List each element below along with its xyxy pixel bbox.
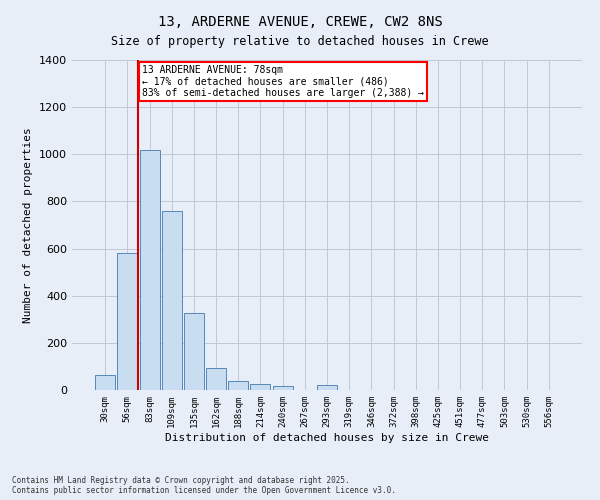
Bar xyxy=(184,314,204,390)
Text: Contains HM Land Registry data © Crown copyright and database right 2025.
Contai: Contains HM Land Registry data © Crown c… xyxy=(12,476,396,495)
Y-axis label: Number of detached properties: Number of detached properties xyxy=(23,127,34,323)
Bar xyxy=(228,380,248,390)
Bar xyxy=(162,211,182,390)
Text: Size of property relative to detached houses in Crewe: Size of property relative to detached ho… xyxy=(111,35,489,48)
Bar xyxy=(95,374,115,390)
Bar xyxy=(317,386,337,390)
Bar xyxy=(250,384,271,390)
Bar xyxy=(140,150,160,390)
X-axis label: Distribution of detached houses by size in Crewe: Distribution of detached houses by size … xyxy=(165,432,489,442)
Bar xyxy=(206,368,226,390)
Bar xyxy=(272,386,293,390)
Bar xyxy=(118,254,137,390)
Text: 13, ARDERNE AVENUE, CREWE, CW2 8NS: 13, ARDERNE AVENUE, CREWE, CW2 8NS xyxy=(158,15,442,29)
Text: 13 ARDERNE AVENUE: 78sqm
← 17% of detached houses are smaller (486)
83% of semi-: 13 ARDERNE AVENUE: 78sqm ← 17% of detach… xyxy=(142,64,424,98)
